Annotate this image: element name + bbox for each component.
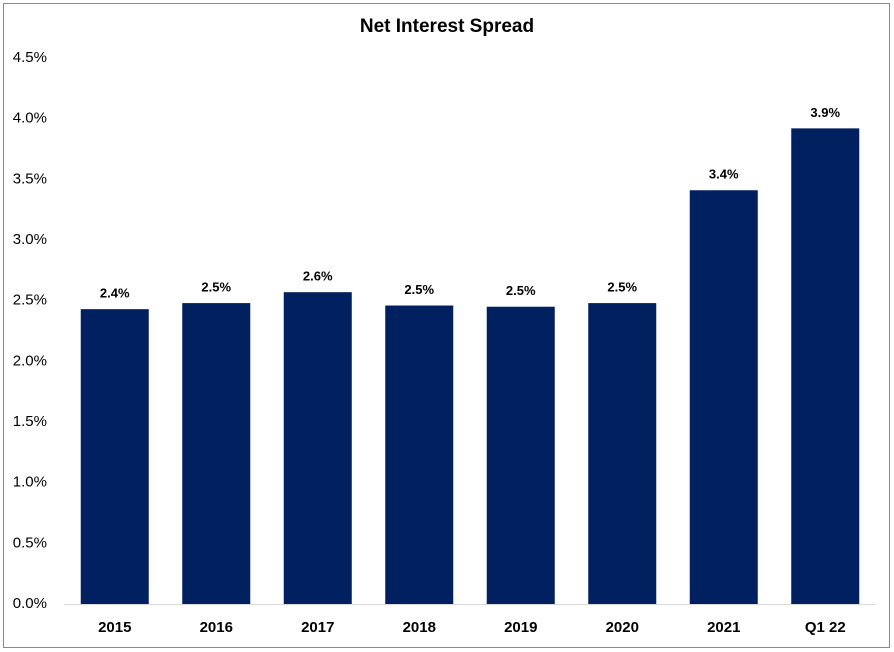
value-label: 2.5%	[404, 282, 434, 297]
x-tick-label: 2017	[301, 619, 334, 636]
value-label: 3.9%	[810, 105, 840, 120]
x-tick-label: 2016	[200, 619, 233, 636]
y-tick-label: 3.5%	[13, 170, 47, 187]
bar	[588, 303, 657, 604]
bar	[486, 306, 555, 604]
y-tick-label: 4.5%	[13, 49, 47, 66]
bar	[283, 292, 352, 604]
x-tick-label: Q1 22	[805, 619, 846, 636]
y-tick-label: 4.0%	[13, 110, 47, 127]
y-tick-label: 3.0%	[13, 231, 47, 248]
value-label: 3.4%	[709, 167, 739, 182]
value-label: 2.4%	[100, 286, 130, 301]
x-tick-label: 2021	[707, 619, 740, 636]
value-label: 2.6%	[303, 269, 333, 284]
bar	[182, 303, 251, 604]
x-tick-label: 2018	[403, 619, 436, 636]
value-label: 2.5%	[506, 283, 536, 298]
x-tick-label: 2020	[606, 619, 639, 636]
y-tick-label: 0.0%	[13, 595, 47, 612]
bar	[689, 190, 758, 604]
y-tick-label: 1.5%	[13, 413, 47, 430]
bar	[791, 128, 860, 604]
y-tick-label: 0.5%	[13, 534, 47, 551]
y-tick-label: 1.0%	[13, 474, 47, 491]
bar	[80, 309, 149, 604]
x-tick-label: 2019	[504, 619, 537, 636]
x-tick-label: 2015	[98, 619, 131, 636]
value-label: 2.5%	[607, 280, 637, 295]
bar	[385, 305, 454, 604]
value-label: 2.5%	[201, 280, 231, 295]
y-tick-label: 2.0%	[13, 352, 47, 369]
y-tick-label: 2.5%	[13, 292, 47, 309]
chart-title: Net Interest Spread	[360, 16, 534, 37]
